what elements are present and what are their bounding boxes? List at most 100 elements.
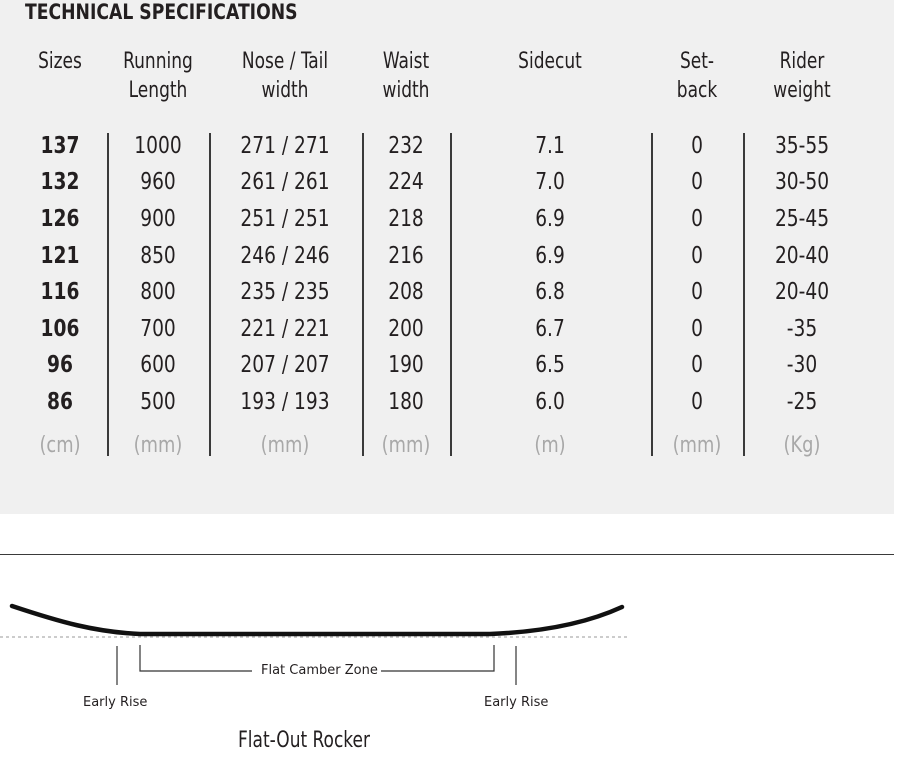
column-unit: (Kg) — [783, 433, 821, 458]
spec-cell: 137 — [40, 133, 80, 159]
spec-cell: 1000 — [134, 133, 182, 159]
spec-cell: 96 — [47, 352, 73, 378]
column-header: Set-back — [658, 47, 735, 105]
column-unit: (mm) — [381, 433, 431, 458]
early-rise-right-label: Early Rise — [484, 695, 549, 710]
column-header-line2: back — [676, 78, 718, 103]
column-header-line1: Set- — [679, 49, 715, 74]
spec-cell: 960 — [140, 169, 176, 195]
spec-cell: 0 — [691, 133, 703, 159]
column-header-line1: Sidecut — [518, 49, 582, 74]
spec-cell: 0 — [691, 316, 703, 342]
spec-cell: 190 — [388, 352, 424, 378]
column-header-line2: weight — [773, 78, 831, 103]
spec-cell: 30-50 — [774, 169, 830, 195]
column-header: Rider weight — [755, 47, 850, 105]
column-divider — [209, 133, 211, 456]
spec-cell: 600 — [140, 352, 176, 378]
column-header-line2: Length — [128, 78, 188, 103]
spec-cell: 6.5 — [535, 352, 565, 378]
flat-zone-bracket-right — [381, 645, 495, 672]
spec-cell: 132 — [40, 169, 80, 195]
spec-cell: 0 — [691, 389, 703, 415]
column-header-line1: Rider — [779, 49, 825, 74]
spec-cell: 193 / 193 — [240, 389, 330, 415]
column-header: Waist width — [367, 47, 444, 105]
spec-cell: 6.9 — [535, 243, 565, 269]
flat-zone-bracket-left — [139, 645, 252, 672]
board-profile-curve — [9, 603, 625, 637]
spec-cell: 246 / 246 — [240, 243, 330, 269]
column-header-line1: Running — [123, 49, 193, 74]
spec-cell: 224 — [388, 169, 424, 195]
column-divider — [651, 133, 653, 456]
section-divider — [0, 554, 894, 555]
spec-cell: -30 — [786, 352, 818, 378]
spec-cell: 0 — [691, 243, 703, 269]
spec-cell: 216 — [388, 243, 424, 269]
spec-cell: 106 — [40, 316, 80, 342]
spec-cell: 500 — [140, 389, 176, 415]
spec-cell: 251 / 251 — [240, 206, 330, 232]
flat-camber-zone-label: Flat Camber Zone — [261, 663, 378, 678]
spec-column: Rider weight 35-55 30-50 25-45 20-40 20-40 -35 -… — [747, 0, 857, 514]
column-header-line1: Sizes — [38, 49, 82, 74]
spec-cell: 20-40 — [774, 279, 830, 305]
column-divider — [743, 133, 745, 456]
spec-cell: 126 — [40, 206, 80, 232]
spec-cell: 0 — [691, 206, 703, 232]
spec-column: Sizes 137 132 126 121 116 106 96 86 (cm) — [15, 0, 105, 514]
spec-cell: 207 / 207 — [240, 352, 330, 378]
spec-cell: 6.7 — [535, 316, 565, 342]
tech-specs-panel: TECHNICAL SPECIFICATIONS Sizes 137 132 126 1… — [0, 0, 894, 514]
spec-cell: 0 — [691, 169, 703, 195]
column-unit: (mm) — [260, 433, 310, 458]
spec-cell: 271 / 271 — [240, 133, 330, 159]
spec-cell: 200 — [388, 316, 424, 342]
spec-cell: 86 — [47, 389, 73, 415]
column-divider — [450, 133, 452, 456]
spec-cell: -35 — [786, 316, 818, 342]
spec-cell: 218 — [388, 206, 424, 232]
column-unit: (mm) — [672, 433, 722, 458]
spec-cell: 35-55 — [774, 133, 830, 159]
profile-name: Flat-Out Rocker — [238, 728, 370, 753]
spec-cell: 121 — [40, 243, 80, 269]
spec-cell: -25 — [786, 389, 818, 415]
column-header: Sizes — [21, 47, 98, 76]
spec-cell: 800 — [140, 279, 176, 305]
spec-cell: 6.8 — [535, 279, 565, 305]
column-header-line2: width — [261, 78, 309, 103]
column-unit: (mm) — [133, 433, 183, 458]
spec-cell: 221 / 221 — [240, 316, 330, 342]
column-header: Sidecut — [498, 47, 601, 76]
column-header-line2: width — [382, 78, 430, 103]
column-unit: (m) — [534, 433, 566, 458]
spec-cell: 20-40 — [774, 243, 830, 269]
spec-cell: 232 — [388, 133, 424, 159]
spec-cell: 850 — [140, 243, 176, 269]
spec-column: Waist width 232 224 218 216 208 200 190 180 (mm) — [361, 0, 451, 514]
column-divider — [107, 133, 109, 456]
column-header: Running Length — [111, 47, 206, 105]
spec-column: Sidecut 7.1 7.0 6.9 6.9 6.8 6.7 6.5 6.0 (m) — [490, 0, 610, 514]
spec-cell: 6.9 — [535, 206, 565, 232]
spec-cell: 261 / 261 — [240, 169, 330, 195]
column-header-line1: Waist — [382, 49, 430, 74]
early-rise-left-label: Early Rise — [83, 695, 148, 710]
column-divider — [362, 133, 364, 456]
spec-column: Set-back 0 0 0 0 0 0 0 0 (mm) — [652, 0, 742, 514]
spec-cell: 235 / 235 — [240, 279, 330, 305]
column-header-line1: Nose / Tail — [241, 49, 329, 74]
spec-cell: 700 — [140, 316, 176, 342]
spec-cell: 0 — [691, 352, 703, 378]
spec-cell: 180 — [388, 389, 424, 415]
spec-column: Nose / Tail width 271 / 271 261 / 261 251 / … — [215, 0, 355, 514]
spec-cell: 6.0 — [535, 389, 565, 415]
column-unit: (cm) — [39, 433, 81, 458]
spec-title: TECHNICAL SPECIFICATIONS — [25, 0, 298, 24]
spec-cell: 900 — [140, 206, 176, 232]
spec-cell: 0 — [691, 279, 703, 305]
spec-cell: 208 — [388, 279, 424, 305]
spec-cell: 7.1 — [535, 133, 565, 159]
